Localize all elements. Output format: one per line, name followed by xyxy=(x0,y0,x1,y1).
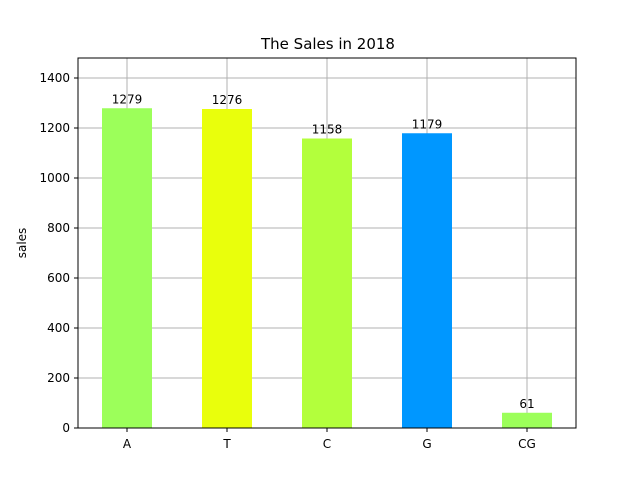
y-tick-label: 200 xyxy=(47,371,70,385)
bar-value-label: 1179 xyxy=(412,117,443,131)
chart-title: The Sales in 2018 xyxy=(260,35,395,53)
x-tick-label: T xyxy=(222,437,231,451)
bar-value-label: 1158 xyxy=(312,123,343,137)
y-tick-label: 1200 xyxy=(39,121,70,135)
y-axis: 0 200 400 600 800 1000 1200 1400 xyxy=(39,71,78,435)
y-tick-label: 1400 xyxy=(39,71,70,85)
bars-layer xyxy=(102,108,552,428)
bar-a xyxy=(102,108,152,428)
y-tick-label: 600 xyxy=(47,271,70,285)
bar-value-label: 1276 xyxy=(212,93,243,107)
y-tick-label: 800 xyxy=(47,221,70,235)
bar-value-label: 61 xyxy=(519,397,534,411)
bar-value-label: 1279 xyxy=(112,92,143,106)
x-tick-label: A xyxy=(123,437,132,451)
y-tick-label: 400 xyxy=(47,321,70,335)
x-tick-label: C xyxy=(323,437,331,451)
x-tick-label: G xyxy=(422,437,431,451)
y-axis-label: sales xyxy=(15,228,29,259)
y-tick-label: 1000 xyxy=(39,171,70,185)
bar-c xyxy=(302,138,352,428)
bar-t xyxy=(202,109,252,428)
x-tick-label: CG xyxy=(518,437,536,451)
x-axis: A T C G CG xyxy=(123,428,536,451)
bar-cg xyxy=(502,412,552,428)
bar-g xyxy=(402,133,452,428)
value-label-layer: 1279 1276 1158 1179 61 xyxy=(112,92,535,411)
y-tick-label: 0 xyxy=(62,421,70,435)
